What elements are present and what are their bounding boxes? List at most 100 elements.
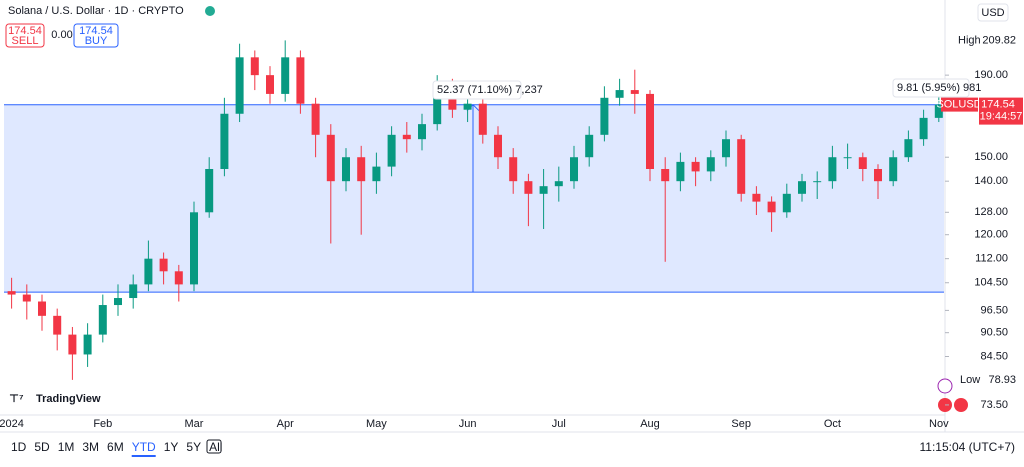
candle-body: [159, 258, 168, 272]
candle-body: [539, 186, 548, 194]
x-tick-label: Feb: [93, 418, 112, 430]
candle-body: [904, 139, 913, 158]
candle-body: [235, 57, 244, 114]
logo: TradingView: [36, 393, 101, 405]
sell-label: SELL: [12, 35, 39, 47]
x-tick-label: Oct: [824, 418, 841, 430]
candle-body: [7, 291, 16, 295]
currency-button[interactable]: [977, 3, 1009, 22]
event-icon[interactable]: [954, 398, 968, 412]
candle-body: [798, 181, 806, 194]
candle-body: [433, 84, 442, 125]
event-icon[interactable]: [937, 378, 953, 394]
candle-body: [83, 334, 92, 355]
sell-button[interactable]: [5, 23, 45, 48]
candle-body: [418, 124, 426, 140]
candle-body: [934, 104, 943, 118]
measure-label: 9.81 (5.95%) 981: [897, 82, 981, 94]
spread: 0.00: [51, 29, 72, 41]
y-tick-label: 90.50: [980, 327, 1008, 339]
range-button[interactable]: 1D: [11, 440, 27, 454]
candle-body: [38, 301, 46, 316]
y-tick-label: 150.00: [974, 151, 1008, 163]
candle-body: [752, 193, 761, 202]
buy-price: 174.54: [79, 25, 113, 37]
candle-body: [174, 271, 183, 285]
x-tick-label: Jul: [552, 418, 566, 430]
candle-body: [919, 117, 928, 140]
candle-body: [53, 315, 62, 335]
x-tick-label: 2024: [0, 418, 24, 430]
countdown: 19:44:57: [980, 111, 1023, 123]
candle-body: [570, 157, 578, 182]
candle-body: [767, 201, 776, 213]
candle-body: [554, 181, 563, 187]
y-tick-label: 140.00: [974, 175, 1008, 187]
candle-body: [782, 193, 791, 213]
candle-body: [646, 93, 654, 169]
symbol: SOLUSD: [936, 99, 981, 111]
high-value: 209.82: [982, 35, 1016, 47]
x-tick-label: Apr: [277, 418, 294, 430]
y-tick-label: 96.50: [980, 304, 1008, 316]
range-button[interactable]: 6M: [107, 440, 124, 454]
candle-body: [676, 161, 685, 182]
currency: USD: [981, 7, 1004, 19]
candle-body: [220, 113, 229, 169]
candle-body: [205, 168, 214, 213]
range-button[interactable]: YTD: [132, 440, 156, 454]
candle-body: [190, 212, 198, 285]
measure-label-box: [892, 78, 970, 98]
candle-body: [874, 168, 882, 182]
candle-body: [722, 139, 730, 158]
candle-body: [524, 181, 533, 194]
candle-body: [661, 168, 670, 182]
candle-body: [600, 97, 609, 135]
range-button[interactable]: 5Y: [186, 440, 201, 454]
range-button[interactable]: 1Y: [164, 440, 179, 454]
buy-button[interactable]: [73, 23, 119, 48]
range-button[interactable]: 5D: [34, 440, 50, 454]
candle-body: [843, 157, 852, 159]
high-label: High: [958, 35, 981, 47]
x-tick-label: Sep: [731, 418, 751, 430]
x-tick-label: Mar: [185, 418, 204, 430]
candle-body: [615, 90, 624, 98]
last-price: 174.54: [981, 99, 1015, 111]
candle-body: [585, 134, 594, 158]
y-tick-label: 128.00: [974, 206, 1008, 218]
x-tick-label: Aug: [640, 418, 660, 430]
candle-body: [463, 103, 472, 110]
candle-body: [828, 157, 837, 182]
candle-body: [68, 334, 77, 355]
plot: [4, 40, 944, 380]
x-tick-label: Jun: [459, 418, 477, 430]
candle-body: [281, 57, 290, 94]
candle-body: [494, 134, 502, 158]
candle-body: [114, 298, 122, 306]
date-range-icon[interactable]: [206, 439, 222, 454]
candle-body: [691, 161, 700, 172]
range-button[interactable]: All: [209, 440, 222, 454]
sell-price: 174.54: [8, 25, 42, 37]
y-tick-label: 112.00: [975, 253, 1008, 265]
x-tick-label: May: [366, 418, 387, 430]
candle-body: [342, 157, 350, 182]
range-button[interactable]: 1M: [58, 440, 75, 454]
candle-body: [357, 157, 366, 182]
range-button[interactable]: 3M: [82, 440, 99, 454]
chart-title: Solana / U.S. Dollar · 1D · CRYPTO: [8, 5, 184, 17]
candle-body: [22, 294, 31, 302]
candle-body: [813, 181, 822, 183]
low-value: 78.93: [988, 374, 1016, 386]
clock: 11:15:04 (UTC+7): [920, 440, 1016, 454]
y-tick-label: 84.50: [980, 350, 1008, 362]
candle-body: [630, 90, 639, 94]
candle-body: [129, 284, 138, 299]
logo-mark: ⊤⁷: [9, 393, 24, 405]
low-label: Low: [960, 374, 980, 386]
candle-body: [266, 75, 274, 94]
